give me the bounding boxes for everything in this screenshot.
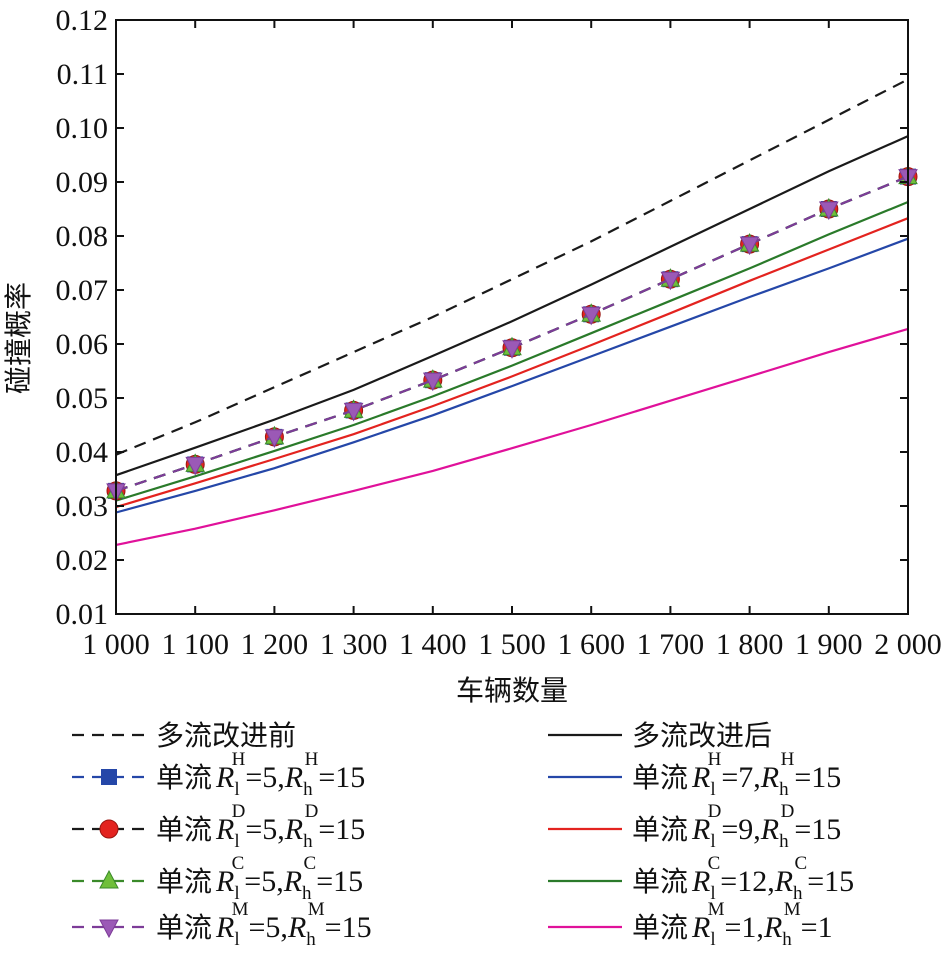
x-tick-label: 1 800 <box>716 628 784 661</box>
y-tick-label: 0.03 <box>56 490 109 523</box>
data-point-single-M-5-6 <box>581 306 602 326</box>
y-tick-label: 0.10 <box>56 112 109 145</box>
y-axis-title: 碰撞概率 <box>2 282 35 394</box>
legend-label-prefix: 单流 <box>156 911 212 944</box>
y-tick-label: 0.09 <box>56 166 109 199</box>
legend-label-prefix: 单流 <box>156 813 212 846</box>
legend-marker <box>101 769 117 785</box>
data-point-single-M-5-3 <box>343 402 364 422</box>
legend-entry-single-H-5: 单流 RlH=5,RhH=15 <box>72 749 365 800</box>
legend-label-formula: RlC=5,RhC=15 <box>215 853 363 904</box>
legend-entry-single-C-5: 单流 RlC=5,RhC=15 <box>72 853 363 904</box>
legend-entry-single-D-5: 单流 RlD=5,RhD=15 <box>72 801 365 852</box>
series-line-single-C-12 <box>115 200 909 502</box>
legend-label-prefix: 单流 <box>632 911 688 944</box>
legend-label-formula: RlC=12,RhC=15 <box>691 853 854 904</box>
data-point-single-M-5-7 <box>660 271 681 291</box>
legend-marker <box>99 819 119 839</box>
plot-frame <box>115 19 909 615</box>
legend-entry-single-D-9: 单流 RlD=9,RhD=15 <box>548 801 841 852</box>
x-tick-label: 1 700 <box>637 628 705 661</box>
data-point-single-M-5-1 <box>185 456 206 476</box>
x-axis-title: 车辆数量 <box>456 674 568 707</box>
legend-marker <box>99 869 119 889</box>
series-line-single-M-1 <box>115 327 909 546</box>
plot-area <box>106 78 918 546</box>
y-tick-label: 0.05 <box>56 382 109 415</box>
x-tick-label: 1 500 <box>478 628 546 661</box>
series-line-single-H-5 <box>115 175 909 492</box>
x-tick-label: 2 000 <box>874 628 942 661</box>
data-point-single-M-5-4 <box>422 372 443 392</box>
y-tick-label: 0.07 <box>56 274 109 307</box>
data-point-single-M-5-5 <box>502 340 522 359</box>
legend-label-prefix: 单流 <box>632 865 688 898</box>
series-line-single-C-5 <box>115 175 909 492</box>
legend-entry-single-C-12: 单流 RlC=12,RhC=15 <box>548 853 854 904</box>
y-tick-label: 0.06 <box>56 328 109 361</box>
x-tick-label: 1 300 <box>320 628 388 661</box>
x-tick-label: 1 200 <box>241 628 309 661</box>
legend-marker <box>99 919 119 939</box>
axes: 0.01 0.02 0.03 0.04 0.05 0.06 0.07 0.08 0.09 0.10… <box>56 4 942 661</box>
x-tick-label: 1 600 <box>557 628 625 661</box>
legend-label-formula: RlH=5,RhH=15 <box>215 749 365 800</box>
legend-label-formula: RlD=5,RhD=15 <box>215 801 365 852</box>
series-line-multi-after <box>115 135 909 477</box>
legend-label: 多流改进前 <box>156 719 296 752</box>
legend-entry-single-M-5: 单流 RlM=5,RhM=15 <box>72 899 372 950</box>
legend-entry-multi-before: 多流改进前 <box>72 719 296 752</box>
legend-label-prefix: 单流 <box>156 761 212 794</box>
legend-label-prefix: 单流 <box>632 813 688 846</box>
x-tick-label: 1 000 <box>82 628 150 661</box>
legend-label-formula: RlD=9,RhD=15 <box>691 801 841 852</box>
series-line-multi-before <box>115 78 909 456</box>
data-point-single-M-5-8 <box>739 236 760 256</box>
x-tick-label: 1 100 <box>161 628 229 661</box>
series-line-single-M-5 <box>115 175 909 492</box>
y-tick-label: 0.01 <box>56 598 109 631</box>
x-tick-label: 1 900 <box>795 628 863 661</box>
y-tick-label: 0.12 <box>56 4 109 37</box>
data-point-single-M-5-9 <box>818 201 839 221</box>
data-point-single-M-5-2 <box>264 429 285 448</box>
x-tick-label: 1 400 <box>399 628 467 661</box>
legend-label-formula: RlM=1,RhM=1 <box>691 899 833 950</box>
legend-label-formula: RlM=5,RhM=15 <box>215 899 372 950</box>
series-line-single-D-5 <box>115 175 909 492</box>
legend-entry-single-H-7: 单流 RlH=7,RhH=15 <box>548 749 841 800</box>
legend-entry-single-M-1: 单流 RlM=1,RhM=1 <box>548 899 833 950</box>
legend-label-prefix: 单流 <box>632 761 688 794</box>
y-tick-label: 0.04 <box>56 436 109 469</box>
legend-label-formula: RlH=7,RhH=15 <box>691 749 841 800</box>
legend-label: 多流改进后 <box>632 719 772 752</box>
y-tick-label: 0.02 <box>56 544 109 577</box>
legend-entry-multi-after: 多流改进后 <box>548 719 772 752</box>
y-tick-label: 0.08 <box>56 220 109 253</box>
y-tick-label: 0.11 <box>57 58 108 91</box>
legend-label-prefix: 单流 <box>156 865 212 898</box>
series-line-single-D-9 <box>115 217 909 509</box>
series-line-single-H-7 <box>115 237 909 514</box>
